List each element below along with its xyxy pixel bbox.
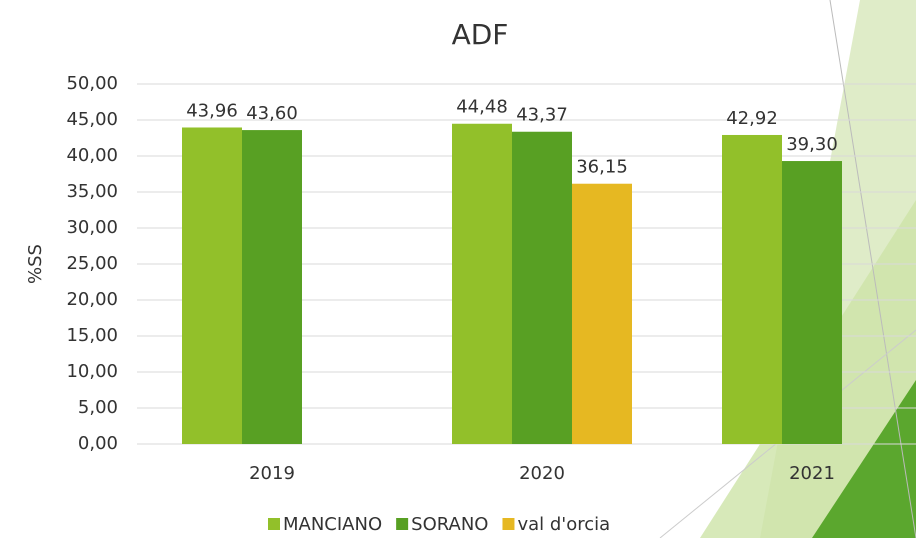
- bar: [182, 127, 242, 444]
- bar: [242, 130, 302, 444]
- y-tick-label: 35,00: [66, 181, 118, 202]
- y-tick-label: 10,00: [66, 361, 118, 382]
- legend-label: SORANO: [411, 514, 488, 535]
- chart-title: ADF: [452, 18, 509, 51]
- legend-swatch: [502, 518, 515, 530]
- data-label: 43,96: [186, 100, 238, 121]
- legend-swatch: [396, 518, 409, 530]
- x-tick-label: 2020: [519, 463, 565, 484]
- bar: [452, 123, 512, 444]
- y-tick-label: 50,00: [66, 73, 118, 94]
- bar: [512, 131, 572, 444]
- y-tick-label: 15,00: [66, 325, 118, 346]
- y-tick-label: 0,00: [78, 433, 118, 454]
- y-tick-label: 30,00: [66, 217, 118, 238]
- legend-label: val d'orcia: [517, 514, 610, 535]
- data-label: 42,92: [726, 108, 778, 129]
- y-tick-label: 25,00: [66, 253, 118, 274]
- data-label: 39,30: [786, 134, 838, 155]
- data-label: 44,48: [456, 97, 508, 118]
- legend-label: MANCIANO: [283, 514, 382, 535]
- bar: [722, 134, 782, 444]
- legend-swatch: [268, 518, 280, 530]
- data-label: 43,37: [516, 105, 568, 126]
- bar: [782, 161, 842, 445]
- bar: [572, 183, 632, 444]
- data-label: 36,15: [576, 157, 628, 178]
- y-tick-label: 20,00: [66, 289, 118, 310]
- y-tick-label: 45,00: [66, 109, 118, 130]
- x-tick-label: 2021: [789, 463, 835, 484]
- x-tick-label: 2019: [249, 463, 295, 484]
- y-axis-label: %SS: [25, 244, 46, 284]
- y-tick-label: 5,00: [78, 397, 118, 418]
- y-tick-label: 40,00: [66, 145, 118, 166]
- data-label: 43,60: [246, 103, 298, 124]
